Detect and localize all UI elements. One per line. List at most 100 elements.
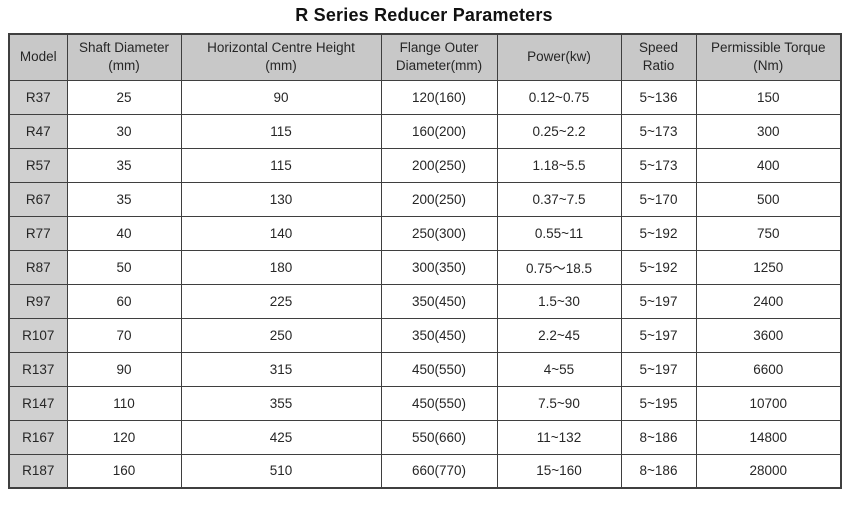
- cell-power: 1.5~30: [496, 283, 622, 319]
- table-row: R67 35 130 200(250) 0.37~7.5 5~170 500: [8, 181, 842, 217]
- cell-torque: 400: [695, 147, 842, 183]
- column-header-line: Shaft Diameter: [78, 40, 170, 56]
- cell-power: 11~132: [496, 419, 622, 455]
- cell-torque: 150: [695, 79, 842, 115]
- table-row: R187 160 510 660(770) 15~160 8~186 28000: [8, 453, 842, 489]
- column-header-torque: Permissible Torque (Nm): [695, 33, 842, 81]
- cell-power: 0.75～18.5: [496, 249, 622, 285]
- cell-model: R167: [8, 419, 68, 455]
- cell-centre-height: 355: [180, 385, 382, 421]
- table-row: R57 35 115 200(250) 1.18~5.5 5~173 400: [8, 147, 842, 183]
- column-header-line: Model: [19, 49, 57, 65]
- parameters-table: Model Shaft Diameter (mm) Horizontal Centre…: [8, 33, 842, 489]
- column-header-speed-ratio: Speed Ratio: [620, 33, 697, 81]
- cell-speed-ratio: 5~192: [620, 249, 697, 285]
- cell-shaft-diameter: 35: [66, 181, 182, 217]
- cell-flange-diameter: 550(660): [380, 419, 498, 455]
- cell-model: R77: [8, 215, 68, 251]
- cell-model: R67: [8, 181, 68, 217]
- column-header-line: (Nm): [753, 58, 784, 74]
- cell-power: 0.55~11: [496, 215, 622, 251]
- cell-torque: 1250: [695, 249, 842, 285]
- column-header-shaft-diameter: Shaft Diameter (mm): [66, 33, 182, 81]
- column-header-model: Model: [8, 33, 68, 81]
- cell-speed-ratio: 5~197: [620, 351, 697, 387]
- cell-flange-diameter: 200(250): [380, 181, 498, 217]
- table-row: R147 110 355 450(550) 7.5~90 5~195 10700: [8, 385, 842, 421]
- cell-flange-diameter: 160(200): [380, 113, 498, 149]
- page-title: R Series Reducer Parameters: [295, 5, 553, 25]
- cell-shaft-diameter: 50: [66, 249, 182, 285]
- column-header-line: Speed: [638, 40, 679, 56]
- cell-model: R187: [8, 453, 68, 489]
- cell-torque: 28000: [695, 453, 842, 489]
- table-body: R37 25 90 120(160) 0.12~0.75 5~136 150 R47 30 115…: [8, 79, 842, 489]
- cell-centre-height: 130: [180, 181, 382, 217]
- cell-speed-ratio: 5~195: [620, 385, 697, 421]
- cell-power: 2.2~45: [496, 317, 622, 353]
- column-header-line: Power(kw): [527, 49, 591, 65]
- cell-torque: 10700: [695, 385, 842, 421]
- cell-speed-ratio: 5~136: [620, 79, 697, 115]
- cell-speed-ratio: 5~192: [620, 215, 697, 251]
- cell-model: R47: [8, 113, 68, 149]
- cell-flange-diameter: 120(160): [380, 79, 498, 115]
- cell-speed-ratio: 5~173: [620, 113, 697, 149]
- cell-centre-height: 115: [180, 113, 382, 149]
- column-header-line: Flange Outer: [399, 40, 479, 56]
- cell-speed-ratio: 5~197: [620, 317, 697, 353]
- cell-centre-height: 225: [180, 283, 382, 319]
- cell-shaft-diameter: 30: [66, 113, 182, 149]
- cell-model: R87: [8, 249, 68, 285]
- cell-shaft-diameter: 35: [66, 147, 182, 183]
- table-row: R137 90 315 450(550) 4~55 5~197 6600: [8, 351, 842, 387]
- cell-model: R57: [8, 147, 68, 183]
- cell-shaft-diameter: 160: [66, 453, 182, 489]
- cell-shaft-diameter: 90: [66, 351, 182, 387]
- cell-torque: 3600: [695, 317, 842, 353]
- table-row: R87 50 180 300(350) 0.75～18.5 5~192 1250: [8, 249, 842, 285]
- column-header-line: Permissible Torque: [710, 40, 826, 56]
- table-row: R37 25 90 120(160) 0.12~0.75 5~136 150: [8, 79, 842, 115]
- cell-shaft-diameter: 70: [66, 317, 182, 353]
- cell-shaft-diameter: 120: [66, 419, 182, 455]
- cell-centre-height: 180: [180, 249, 382, 285]
- table-row: R97 60 225 350(450) 1.5~30 5~197 2400: [8, 283, 842, 319]
- cell-flange-diameter: 350(450): [380, 283, 498, 319]
- cell-speed-ratio: 8~186: [620, 453, 697, 489]
- table-row: R77 40 140 250(300) 0.55~11 5~192 750: [8, 215, 842, 251]
- cell-torque: 750: [695, 215, 842, 251]
- cell-torque: 14800: [695, 419, 842, 455]
- cell-flange-diameter: 350(450): [380, 317, 498, 353]
- cell-power: 1.18~5.5: [496, 147, 622, 183]
- cell-speed-ratio: 8~186: [620, 419, 697, 455]
- cell-flange-diameter: 200(250): [380, 147, 498, 183]
- cell-centre-height: 425: [180, 419, 382, 455]
- cell-flange-diameter: 250(300): [380, 215, 498, 251]
- header-row: Model Shaft Diameter (mm) Horizontal Centre…: [8, 33, 842, 81]
- cell-centre-height: 510: [180, 453, 382, 489]
- column-header-line: (mm): [108, 58, 140, 74]
- cell-power: 0.37~7.5: [496, 181, 622, 217]
- column-header-line: Diameter(mm): [395, 58, 483, 74]
- cell-torque: 500: [695, 181, 842, 217]
- cell-torque: 6600: [695, 351, 842, 387]
- cell-model: R37: [8, 79, 68, 115]
- cell-centre-height: 90: [180, 79, 382, 115]
- column-header-centre-height: Horizontal Centre Height (mm): [180, 33, 382, 81]
- cell-model: R137: [8, 351, 68, 387]
- cell-centre-height: 140: [180, 215, 382, 251]
- cell-flange-diameter: 450(550): [380, 351, 498, 387]
- cell-flange-diameter: 450(550): [380, 385, 498, 421]
- cell-flange-diameter: 660(770): [380, 453, 498, 489]
- table-row: R107 70 250 350(450) 2.2~45 5~197 3600: [8, 317, 842, 353]
- table-row: R167 120 425 550(660) 11~132 8~186 14800: [8, 419, 842, 455]
- table-row: R47 30 115 160(200) 0.25~2.2 5~173 300: [8, 113, 842, 149]
- cell-centre-height: 115: [180, 147, 382, 183]
- cell-power: 7.5~90: [496, 385, 622, 421]
- column-header-flange-diameter: Flange Outer Diameter(mm): [380, 33, 498, 81]
- cell-torque: 300: [695, 113, 842, 149]
- cell-power: 4~55: [496, 351, 622, 387]
- cell-speed-ratio: 5~173: [620, 147, 697, 183]
